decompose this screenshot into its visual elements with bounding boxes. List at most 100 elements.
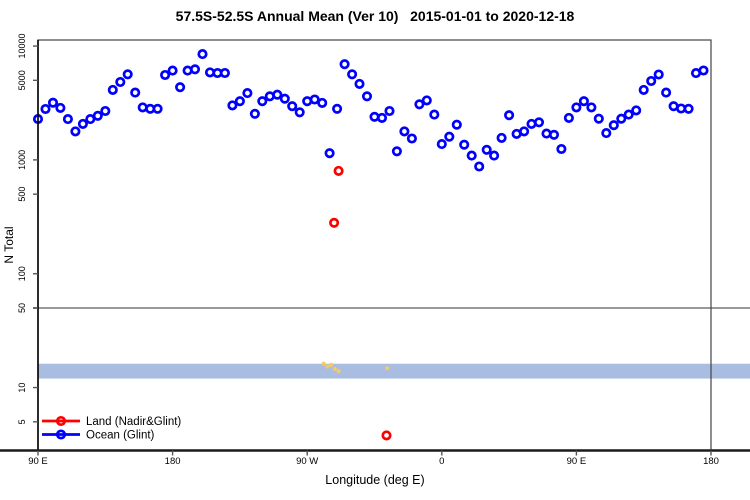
data-point — [329, 362, 334, 367]
data-point — [115, 76, 126, 88]
data-point — [376, 112, 388, 123]
data-point — [391, 146, 402, 157]
data-point — [336, 369, 341, 374]
y-tick-label: 50 — [17, 303, 27, 313]
data-point — [100, 105, 111, 117]
data-point — [107, 84, 118, 95]
y-tick-label: 100 — [17, 266, 27, 281]
x-tick-label: 0 — [439, 456, 444, 467]
data-point — [321, 361, 326, 366]
data-point — [242, 88, 253, 99]
y-tick-label: 1000 — [17, 150, 27, 170]
data-point — [429, 109, 440, 120]
series-unlabeled-yellow-points — [321, 361, 390, 374]
y-tick-label: 10000 — [17, 34, 27, 59]
chart-title: 57.5S-52.5S Annual Mean (Ver 10) 2015-01… — [175, 8, 575, 24]
data-point — [481, 144, 492, 155]
data-point — [324, 148, 335, 159]
data-point — [593, 113, 604, 124]
data-point — [489, 150, 500, 161]
y-tick-label: 5000 — [17, 70, 27, 90]
data-point — [608, 120, 619, 131]
data-point — [347, 69, 358, 80]
x-tick-label: 180 — [703, 456, 719, 467]
y-tick-label: 10 — [17, 383, 27, 393]
data-point — [40, 103, 51, 115]
data-point — [332, 103, 343, 114]
data-point — [421, 95, 432, 106]
data-point — [451, 119, 462, 130]
data-point — [406, 133, 417, 144]
data-point — [646, 75, 657, 87]
data-point — [586, 102, 597, 113]
data-point — [601, 128, 612, 139]
data-point — [653, 69, 664, 80]
data-point — [661, 87, 672, 98]
data-point — [167, 65, 178, 76]
data-point — [519, 126, 530, 137]
data-point — [683, 103, 694, 114]
data-point — [332, 366, 337, 371]
x-tick-label: 180 — [165, 456, 181, 467]
data-point — [638, 84, 649, 95]
data-point — [385, 366, 390, 371]
data-point — [436, 139, 447, 150]
data-point — [504, 110, 515, 121]
data-point — [414, 99, 425, 110]
legend-marker — [55, 429, 67, 440]
data-point — [55, 102, 66, 113]
data-point — [399, 126, 410, 137]
data-point — [381, 430, 392, 441]
data-point — [294, 107, 305, 118]
data-point — [384, 105, 395, 117]
data-point — [698, 65, 709, 76]
data-point — [571, 102, 582, 113]
data-point — [227, 100, 238, 111]
x-tick-label: 90 E — [28, 456, 48, 467]
data-point — [122, 69, 133, 80]
data-point — [137, 102, 148, 113]
x-axis-label: Longitude (deg E) — [325, 473, 425, 487]
data-point — [219, 67, 230, 79]
data-point — [563, 112, 574, 123]
data-point — [77, 118, 88, 129]
data-point — [189, 64, 201, 75]
series-ocean-glint- — [32, 49, 709, 172]
data-point — [556, 143, 567, 155]
data-point — [325, 364, 330, 369]
legend-label: Land (Nadir&Glint) — [86, 416, 181, 428]
legend-label: Ocean (Glint) — [86, 430, 155, 442]
data-point — [541, 128, 552, 139]
y-tick-label: 500 — [17, 187, 27, 202]
data-point — [444, 131, 455, 142]
data-point — [631, 105, 642, 116]
data-point — [474, 161, 485, 172]
y-tick-label: 5 — [17, 419, 27, 424]
x-tick-label: 90 W — [296, 456, 318, 467]
data-point — [548, 129, 560, 140]
x-tick-label: 90 E — [567, 456, 587, 467]
data-point — [459, 139, 470, 150]
data-point — [533, 117, 545, 128]
data-point — [623, 109, 634, 120]
data-point — [47, 97, 59, 108]
data-point — [309, 94, 320, 105]
series-land-nadir-glint- — [329, 165, 392, 441]
data-point — [160, 69, 171, 81]
data-point — [175, 82, 186, 93]
highlight-band — [38, 363, 750, 379]
plot-border — [37, 39, 712, 452]
data-point — [62, 114, 73, 125]
data-point — [333, 165, 344, 176]
data-point — [70, 126, 81, 137]
data-point — [249, 108, 260, 119]
data-point — [257, 96, 268, 107]
data-point — [354, 78, 365, 89]
data-point — [496, 132, 507, 143]
data-point — [279, 93, 290, 104]
data-point — [616, 113, 627, 124]
data-point — [234, 96, 245, 107]
data-point — [329, 217, 340, 228]
